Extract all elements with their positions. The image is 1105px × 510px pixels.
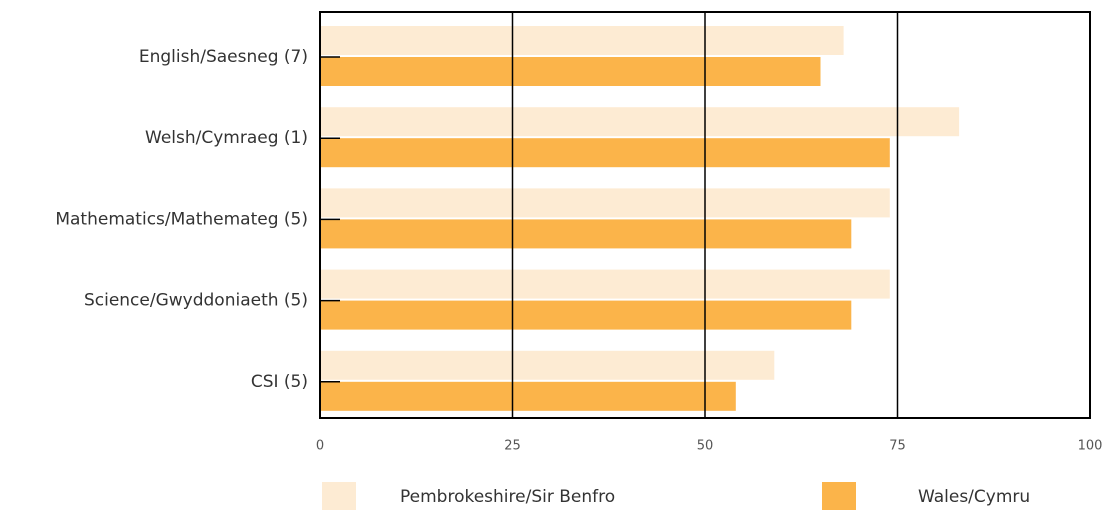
y-tick-label: CSI (5) — [251, 372, 308, 392]
bar — [320, 57, 821, 86]
bar — [320, 269, 890, 299]
bar — [320, 26, 844, 55]
x-tick-label: 50 — [697, 439, 714, 454]
plot-frame — [319, 11, 1091, 419]
legend-label: Pembrokeshire/Sir Benfro — [400, 487, 615, 507]
bar — [320, 188, 890, 218]
bar — [320, 107, 960, 137]
legend-swatch — [322, 482, 356, 510]
legend-label: Wales/Cymru — [918, 487, 1030, 507]
y-tick-label: Welsh/Cymraeg (1) — [145, 128, 308, 148]
legend-swatch — [822, 482, 856, 510]
bar — [320, 350, 775, 380]
bar — [320, 138, 890, 168]
bar — [320, 381, 736, 411]
bar — [320, 219, 852, 249]
y-tick-label: Science/Gwyddoniaeth (5) — [84, 291, 308, 311]
bar — [320, 300, 852, 330]
x-tick-label: 0 — [316, 439, 324, 454]
x-tick-label: 100 — [1078, 439, 1103, 454]
x-tick-label: 25 — [504, 439, 521, 454]
y-tick-label: Mathematics/Mathemateg (5) — [55, 209, 308, 229]
x-tick-label: 75 — [889, 439, 906, 454]
y-tick-label: English/Saesneg (7) — [139, 47, 308, 67]
